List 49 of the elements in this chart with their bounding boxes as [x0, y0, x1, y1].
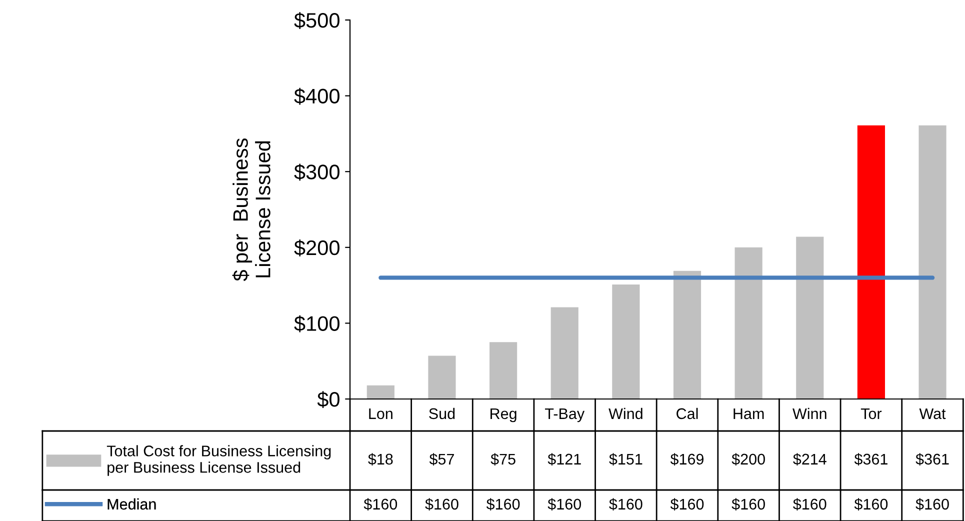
data-label: $160 — [793, 498, 826, 511]
data-label: $160 — [609, 498, 642, 511]
legend-label: Total Cost for Business Licensing per Business License Issued — [106, 445, 331, 476]
bar — [673, 270, 702, 399]
x-tick-label: T-Bay — [545, 408, 585, 422]
x-tick-label: Wat — [919, 408, 946, 420]
y-tick-label: $200 — [294, 240, 340, 256]
data-label: $160 — [916, 498, 949, 511]
data-label: $160 — [364, 498, 398, 511]
x-tick-label: Winn — [792, 408, 826, 419]
bar — [857, 125, 885, 399]
bar — [550, 307, 578, 399]
data-label: $169 — [670, 453, 704, 466]
bar — [734, 247, 762, 399]
y-tick-label: $300 — [294, 164, 340, 181]
data-label: $160 — [854, 498, 888, 511]
data-label: $18 — [368, 453, 393, 466]
data-label: $160 — [425, 498, 458, 511]
data-label: $121 — [548, 453, 581, 466]
y-tick-label: $100 — [294, 315, 340, 332]
data-label: $160 — [670, 498, 704, 511]
legend-label: Median — [108, 498, 156, 510]
x-tick-label: Tor — [860, 408, 882, 420]
y-tick-label: $400 — [294, 88, 340, 105]
x-tick-label: Wind — [608, 408, 642, 420]
x-tick-label: Lon — [369, 408, 392, 420]
x-tick-label: Reg — [490, 408, 516, 422]
data-label: $75 — [490, 453, 516, 466]
data-label: $361 — [854, 453, 888, 466]
x-tick-label: Sud — [429, 408, 455, 420]
bar — [796, 236, 824, 399]
bar — [366, 385, 394, 399]
data-label: $160 — [486, 498, 520, 511]
bar — [428, 356, 456, 399]
bar — [489, 342, 518, 399]
data-label: $361 — [916, 453, 949, 466]
y-tick-label: $0 — [317, 391, 340, 408]
y-tick-label: $500 — [294, 12, 340, 29]
data-label: $151 — [609, 453, 642, 466]
data-label: $57 — [429, 453, 454, 466]
x-tick-label: Cal — [676, 408, 698, 420]
data-label: $160 — [548, 498, 582, 511]
y-axis-title: $ per Business License Issued — [232, 138, 270, 282]
data-label: $214 — [793, 453, 826, 466]
x-tick-label: Ham — [734, 408, 764, 420]
data-label: $160 — [732, 498, 765, 511]
bar — [918, 125, 946, 399]
bar — [612, 284, 640, 399]
data-label: $200 — [732, 453, 765, 466]
